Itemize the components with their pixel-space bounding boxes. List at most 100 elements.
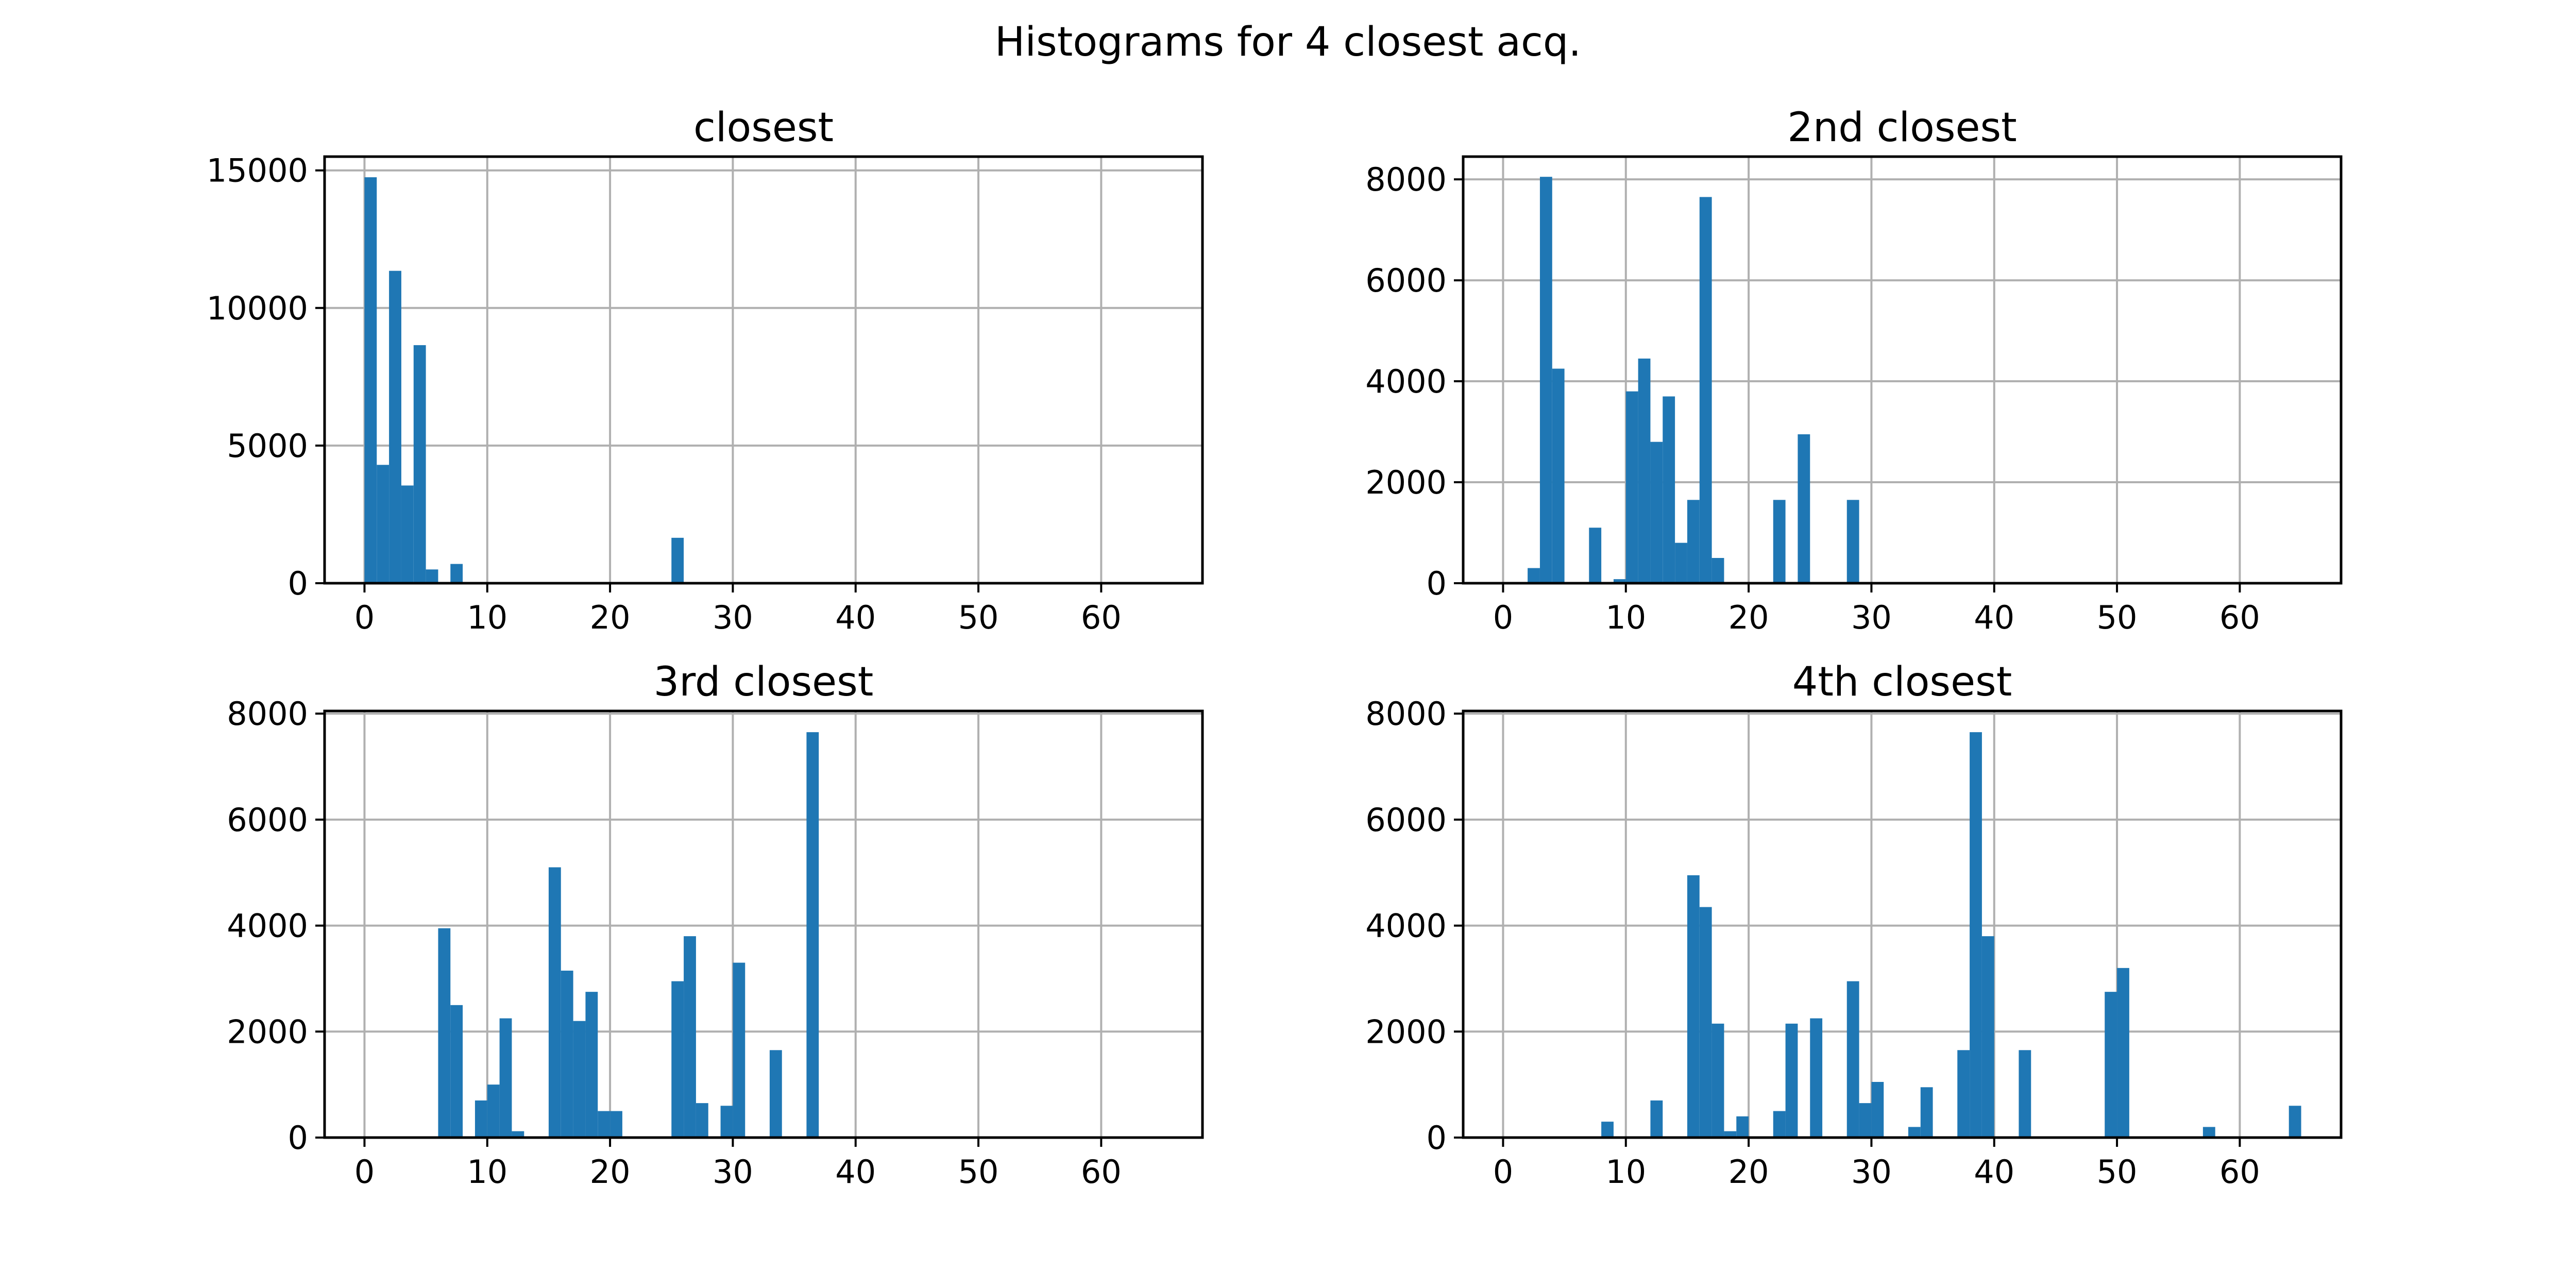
histogram-bar [450, 564, 463, 583]
x-tick-label: 40 [1974, 1153, 2014, 1191]
histogram-bar [610, 1111, 622, 1138]
histogram-bar [1810, 1018, 1823, 1138]
histogram-bar [1650, 442, 1663, 583]
histogram-bar [1908, 1127, 1921, 1138]
y-tick-label: 10000 [207, 290, 308, 327]
x-tick-label: 10 [1605, 1153, 1646, 1191]
y-tick-label: 6000 [227, 801, 308, 839]
histogram-bar [1773, 500, 1786, 583]
panel-closest: 0 10 20 30 40 50 60 0 5000 10000 15000 closest [207, 105, 1204, 636]
histogram-bar [499, 1018, 512, 1138]
histogram-bar [1920, 1087, 1933, 1138]
histogram-bar [1552, 368, 1565, 583]
x-tick-label: 50 [2097, 599, 2138, 636]
histogram-bar [1846, 500, 1859, 583]
x-tick-label: 40 [835, 599, 876, 636]
histogram-bar [2105, 992, 2117, 1138]
x-tick-label: 50 [958, 1153, 999, 1191]
histogram-bar [684, 936, 696, 1138]
histogram-bar [1687, 500, 1700, 583]
y-tick-label: 2000 [227, 1013, 308, 1050]
histogram-bar [1773, 1111, 1786, 1138]
x-tick-label: 20 [1728, 599, 1769, 636]
histogram-bar [2117, 968, 2129, 1138]
histogram-bar [2289, 1106, 2301, 1138]
histogram-bar [696, 1103, 708, 1138]
y-tick-label: 6000 [1365, 801, 1447, 839]
axes-frame [1462, 155, 2343, 585]
x-tick-label: 0 [354, 1153, 375, 1191]
histogram-bar [413, 345, 426, 583]
axes-frame [1462, 709, 2343, 1139]
y-tick-label: 0 [288, 1119, 308, 1157]
panel-3rd-closest: 0 10 20 30 40 50 60 0 2000 4000 6000 8000 3rd closes… [227, 659, 1204, 1191]
histogram-bar [1528, 568, 1540, 583]
histogram-bar [1724, 1131, 1737, 1138]
x-tick-label: 0 [1493, 1153, 1513, 1191]
figure-title: Histograms for 4 closest acq. [995, 19, 1581, 65]
y-tick-label: 2000 [1365, 1013, 1447, 1050]
histogram-bar [1539, 177, 1552, 583]
x-tick-label: 10 [1605, 599, 1646, 636]
histogram-bar [364, 177, 377, 583]
histogram-bar [1711, 558, 1724, 583]
histogram-bar [487, 1084, 500, 1138]
x-tick-label: 0 [1493, 599, 1513, 636]
histogram-bar [1699, 907, 1712, 1138]
histogram-bar [1687, 875, 1700, 1138]
y-tick-label: 0 [1427, 1119, 1447, 1157]
histogram-bar [1711, 1023, 1724, 1138]
histogram-bar [733, 962, 745, 1138]
histogram-bar [1638, 358, 1651, 583]
histogram-bar [474, 1100, 487, 1138]
x-tick-label: 60 [1081, 599, 1122, 636]
histogram-bar [1675, 543, 1687, 583]
x-tick-label: 60 [1081, 1153, 1122, 1191]
histogram-bar [1663, 396, 1675, 583]
y-tick-label: 8000 [227, 695, 308, 733]
histogram-bar [512, 1131, 524, 1138]
histogram-bar [1785, 1023, 1798, 1138]
axes-frame [323, 155, 1204, 585]
histogram-bar [598, 1111, 611, 1138]
histogram-bar [401, 485, 414, 583]
histogram-bar [377, 465, 389, 583]
histogram-bar [1859, 1103, 1872, 1138]
histogram-bar [671, 981, 684, 1138]
y-tick-label: 4000 [1365, 907, 1447, 945]
x-tick-label: 20 [1728, 1153, 1769, 1191]
histogram-bar [1613, 579, 1626, 583]
histogram-bar [573, 1021, 586, 1138]
x-tick-label: 60 [2219, 1153, 2260, 1191]
histogram-bar [426, 569, 438, 583]
panel-2nd-closest: 0 10 20 30 40 50 60 0 2000 4000 6000 8000 2nd closes… [1365, 105, 2343, 636]
x-tick-label: 30 [713, 1153, 753, 1191]
x-tick-label: 10 [467, 1153, 507, 1191]
histogram-bar [438, 928, 451, 1138]
histogram-bar [1846, 981, 1859, 1138]
histogram-bar [2202, 1127, 2215, 1138]
x-tick-label: 30 [713, 599, 753, 636]
histogram-bar [450, 1005, 463, 1138]
y-tick-label: 2000 [1365, 464, 1447, 501]
x-tick-label: 0 [354, 599, 375, 636]
histogram-bar [1981, 936, 1994, 1138]
histogram-bar [1589, 528, 1602, 583]
y-tick-label: 8000 [1365, 161, 1447, 198]
histogram-bar [548, 867, 561, 1138]
x-tick-label: 50 [958, 599, 999, 636]
histogram-bar [1601, 1122, 1614, 1138]
histogram-bar [720, 1106, 733, 1138]
x-tick-label: 30 [1851, 599, 1892, 636]
histogram-bar [389, 270, 401, 583]
panel-4th-closest: 0 10 20 30 40 50 60 0 2000 4000 6000 8000 4th closes… [1365, 659, 2343, 1191]
histogram-bar [561, 971, 573, 1138]
y-tick-label: 6000 [1365, 262, 1447, 299]
histogram-bar [671, 537, 684, 583]
y-tick-label: 5000 [227, 427, 308, 465]
x-tick-label: 60 [2219, 599, 2260, 636]
histogram-bar [806, 732, 819, 1138]
y-tick-label: 4000 [227, 907, 308, 945]
